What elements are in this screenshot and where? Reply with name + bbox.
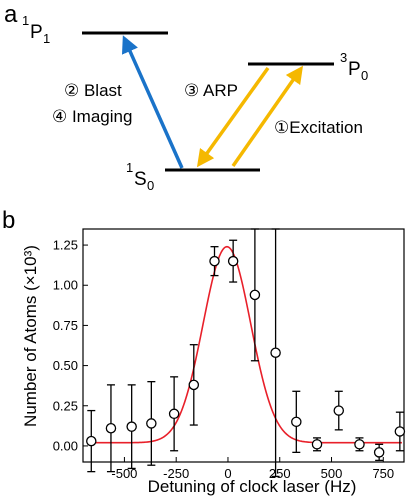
- x-tick-label: 0: [224, 466, 231, 481]
- data-point: [291, 416, 302, 428]
- y-tick-label: 1.00: [53, 278, 78, 293]
- svg-text:1: 1: [22, 13, 29, 28]
- excitation-arrow: [231, 65, 304, 168]
- panel-b-label: b: [2, 207, 15, 234]
- panel-b: b Number of Atoms (×10³) Detuning of clo…: [2, 207, 406, 496]
- y-tick-label: 1.25: [53, 238, 78, 253]
- data-point: [105, 423, 117, 434]
- y-tick-label: 0.75: [53, 318, 78, 333]
- svg-text:P: P: [30, 22, 43, 43]
- svg-text:0: 0: [361, 68, 368, 83]
- data-point: [333, 405, 345, 416]
- error-bars: [87, 228, 404, 478]
- svg-text:3: 3: [340, 50, 347, 65]
- step-arp: ③ ARP: [184, 81, 238, 100]
- data-point: [188, 379, 200, 391]
- label-1p1: 1 P 1: [22, 13, 50, 46]
- data-point: [86, 435, 97, 447]
- data-point: [270, 347, 281, 358]
- panel-a: a 1 P 1 3 P 0 1 S 0: [4, 1, 368, 193]
- svg-text:1: 1: [126, 160, 133, 175]
- x-tick-label: -500: [111, 466, 137, 481]
- plot-frame: [82, 228, 405, 463]
- panel-a-label: a: [4, 1, 18, 28]
- step-blast: ② Blast: [64, 81, 122, 100]
- data-point: [168, 408, 180, 420]
- arp-arrow: [196, 66, 270, 168]
- data-point: [146, 418, 157, 429]
- data-point: [394, 426, 406, 437]
- x-axis-label: Detuning of clock laser (Hz): [148, 477, 357, 496]
- x-tick-label: 250: [269, 466, 291, 481]
- label-3p0: 3 P 0: [340, 50, 368, 83]
- data-point: [373, 447, 385, 458]
- fit-curve: [87, 245, 402, 444]
- step-excitation: ①Excitation: [274, 118, 363, 137]
- data-point: [227, 255, 239, 267]
- step-imaging: ④ Imaging: [52, 107, 132, 126]
- x-tick-label: 750: [372, 466, 394, 481]
- y-axis-label: Number of Atoms (×10³): [21, 245, 40, 427]
- y-tick-label: 0.50: [53, 358, 78, 373]
- svg-text:1: 1: [43, 31, 50, 46]
- data-point: [311, 439, 323, 450]
- data-point: [249, 289, 261, 301]
- y-axis-ticks: 0.00 0.25 0.50 0.75 1.00 1.25: [53, 238, 88, 453]
- y-tick-label: 0.25: [53, 398, 78, 413]
- svg-text:0: 0: [147, 178, 154, 193]
- data-point: [209, 255, 220, 267]
- svg-text:S: S: [134, 169, 147, 190]
- y-tick-label: 0.00: [53, 438, 78, 453]
- data-markers: [86, 255, 406, 458]
- data-point: [126, 421, 137, 432]
- x-axis-ticks: -500 -250 0 250 500 750: [111, 457, 394, 481]
- svg-text:P: P: [348, 59, 361, 80]
- x-tick-label: 500: [321, 466, 343, 481]
- label-1s0: 1 S 0: [126, 160, 154, 193]
- x-tick-label: -250: [163, 466, 189, 481]
- blast-imaging-arrow: [121, 35, 184, 169]
- data-point: [354, 439, 365, 450]
